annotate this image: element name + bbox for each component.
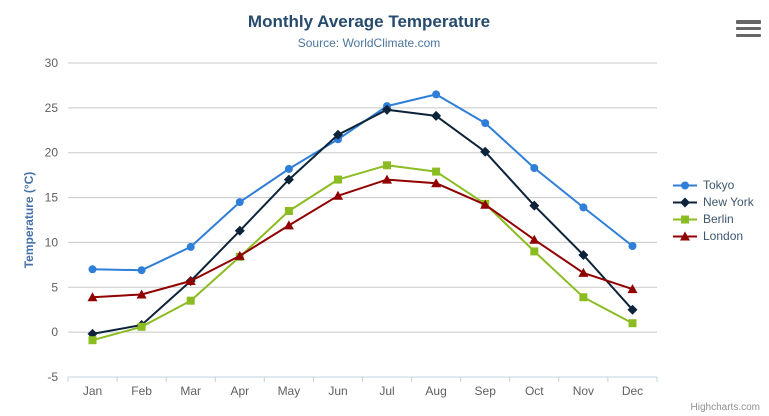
circle-marker[interactable] [137, 266, 146, 275]
square-marker[interactable] [432, 167, 441, 176]
x-tick-label: Aug [425, 384, 446, 398]
legend-label: New York [703, 195, 754, 209]
triangle-marker[interactable] [529, 234, 540, 244]
square-marker[interactable] [628, 319, 637, 328]
square-marker[interactable] [284, 207, 293, 215]
circle-marker[interactable] [681, 181, 689, 189]
legend-label: Tokyo [703, 178, 735, 192]
hamburger-bar [736, 20, 761, 24]
circle-marker[interactable] [235, 198, 244, 207]
circle-legend-symbol [673, 181, 697, 189]
square-marker[interactable] [383, 161, 391, 170]
series-line-london[interactable] [91, 178, 634, 299]
legend-label: Berlin [703, 212, 734, 226]
legend: Tokyo New York Berlin London [672, 178, 754, 243]
y-tick-label: 5 [51, 280, 58, 294]
y-tick-label: 30 [45, 56, 59, 70]
triangle-marker[interactable] [431, 178, 442, 188]
diamond-marker[interactable] [529, 200, 540, 211]
circle-marker[interactable] [530, 164, 539, 172]
y-tick-label: 10 [45, 235, 59, 249]
chart-title: Monthly Average Temperature [247, 12, 491, 31]
circle-marker[interactable] [481, 119, 490, 128]
square-marker[interactable] [186, 296, 195, 305]
y-tick-label: 15 [45, 191, 59, 205]
legend-item-london[interactable]: London [672, 229, 754, 243]
diamond-marker[interactable] [680, 197, 690, 207]
square-marker[interactable] [681, 215, 689, 223]
hamburger-bar [736, 33, 761, 37]
series-line-berlin[interactable] [91, 164, 634, 342]
triangle-marker[interactable] [627, 284, 638, 294]
credits-link[interactable]: Highcharts.com [690, 402, 760, 413]
diamond-marker[interactable] [382, 104, 392, 115]
x-tick-label: Sep [475, 384, 497, 398]
y-tick-label: 0 [51, 325, 58, 339]
y-tick-label: -5 [47, 370, 58, 384]
square-legend-symbol [673, 215, 697, 223]
triangle-marker[interactable] [382, 174, 392, 184]
x-tick-label: Dec [622, 384, 643, 398]
triangle-marker[interactable] [136, 289, 147, 299]
x-tick-label: May [278, 384, 301, 398]
triangle-marker[interactable] [87, 292, 98, 302]
square-marker[interactable] [579, 293, 588, 302]
triangle-marker[interactable] [283, 220, 294, 230]
triangle-marker[interactable] [578, 267, 589, 277]
hamburger-bar [736, 26, 761, 31]
x-tick-label: Nov [573, 384, 594, 398]
triangle-marker[interactable] [234, 250, 245, 260]
x-tick-label: Feb [131, 384, 152, 398]
square-marker[interactable] [530, 247, 539, 256]
circle-marker[interactable] [579, 203, 588, 212]
legend-label: London [703, 229, 744, 243]
circle-marker[interactable] [88, 265, 97, 274]
diamond-legend-symbol [673, 197, 697, 207]
diamond-marker[interactable] [431, 110, 442, 121]
series-line-new-york[interactable] [91, 108, 634, 335]
diamond-marker[interactable] [578, 250, 589, 260]
x-tick-label: Mar [180, 384, 201, 398]
y-axis-title: Temperature (°C) [22, 171, 36, 269]
x-tick-label: Oct [525, 384, 544, 398]
triangle-marker[interactable] [680, 231, 690, 240]
triangle-marker[interactable] [185, 276, 196, 285]
y-tick-label: 25 [45, 101, 59, 115]
circle-marker[interactable] [628, 242, 637, 250]
x-tick-label: Apr [230, 384, 249, 398]
square-marker[interactable] [88, 336, 97, 345]
diamond-marker[interactable] [627, 304, 638, 315]
diamond-marker[interactable] [480, 146, 491, 157]
legend-item-berlin[interactable]: Berlin [672, 212, 754, 226]
triangle-marker[interactable] [480, 199, 491, 209]
triangle-legend-symbol [673, 231, 697, 240]
circle-marker[interactable] [186, 242, 195, 251]
diamond-marker[interactable] [234, 225, 245, 236]
triangle-marker[interactable] [333, 190, 343, 200]
diamond-marker[interactable] [283, 174, 294, 185]
y-tick-label: 20 [45, 146, 59, 160]
chart-subtitle: Source: WorldClimate.com [297, 36, 441, 50]
square-marker[interactable] [137, 322, 146, 331]
x-tick-label: Jan [83, 384, 102, 398]
square-marker[interactable] [334, 175, 342, 184]
diamond-marker[interactable] [333, 129, 343, 140]
hamburger-menu-icon[interactable] [736, 20, 761, 37]
circle-marker[interactable] [284, 164, 293, 173]
circle-marker[interactable] [432, 90, 441, 99]
legend-item-new-york[interactable]: New York [672, 195, 754, 209]
x-tick-label: Jul [379, 384, 394, 398]
series-line-tokyo[interactable] [91, 93, 634, 272]
x-tick-label: Jun [328, 384, 347, 398]
legend-item-tokyo[interactable]: Tokyo [672, 178, 754, 192]
